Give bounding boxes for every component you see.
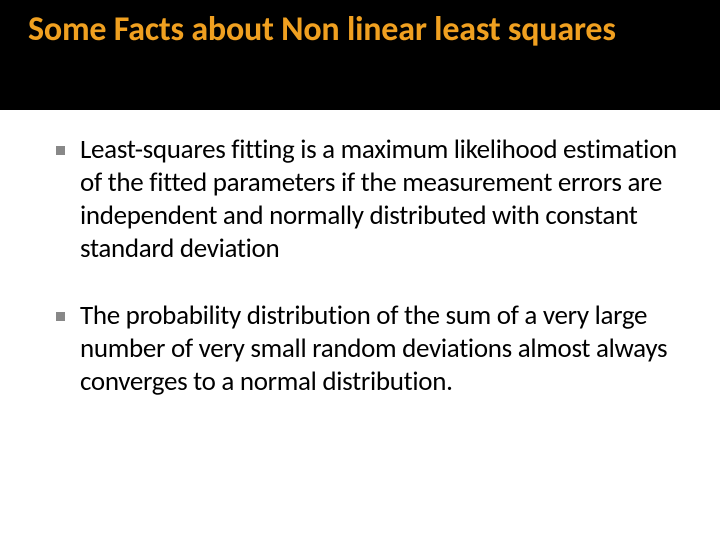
bullet-text: Least-squares fitting is a maximum likel…: [80, 134, 684, 266]
bullet-item: Least-squares fitting is a maximum likel…: [56, 134, 684, 266]
slide-body: Least-squares fitting is a maximum likel…: [0, 110, 720, 453]
bullet-marker-icon: [56, 146, 65, 155]
slide-title: Some Facts about Non linear least square…: [28, 10, 616, 49]
title-band: Some Facts about Non linear least square…: [0, 0, 720, 110]
bullet-marker-icon: [56, 312, 65, 321]
bullet-item: The probability distribution of the sum …: [56, 300, 684, 399]
bullet-text: The probability distribution of the sum …: [80, 300, 684, 399]
